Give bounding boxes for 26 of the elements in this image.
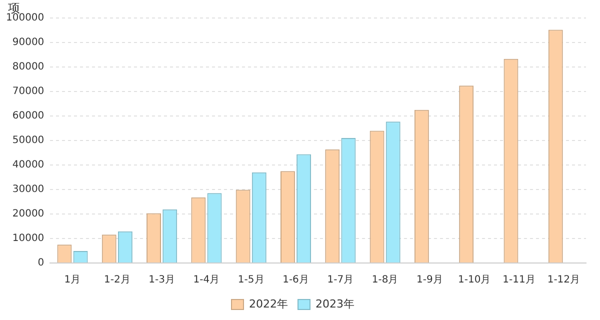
x-tick-label: 1月 bbox=[64, 274, 81, 286]
y-axis-title: 项 bbox=[8, 1, 20, 16]
y-tick-label: 50000 bbox=[12, 135, 44, 146]
y-tick-label: 80000 bbox=[12, 62, 44, 73]
x-tick-label: 1-3月 bbox=[148, 274, 175, 286]
x-tick-label: 1-12月 bbox=[547, 274, 580, 286]
x-tick-label: 1-11月 bbox=[502, 274, 536, 286]
x-tick-label: 1-2月 bbox=[104, 274, 130, 286]
x-tick-label: 1-5月 bbox=[238, 274, 264, 286]
y-tick-label: 0 bbox=[38, 258, 44, 269]
legend-label: 2023年 bbox=[316, 297, 354, 310]
y-tick-label: 100000 bbox=[6, 12, 44, 24]
y-tick-label: 40000 bbox=[12, 160, 44, 171]
x-tick-label: 1-4月 bbox=[193, 274, 220, 286]
y-tick-label: 30000 bbox=[12, 184, 44, 196]
x-tick-label: 1-6月 bbox=[282, 274, 309, 286]
y-tick-label: 70000 bbox=[12, 86, 44, 98]
x-tick-label: 1-9月 bbox=[416, 274, 443, 286]
x-tick-label: 1-7月 bbox=[327, 274, 354, 286]
x-tick-label: 1-10月 bbox=[458, 274, 491, 286]
y-tick-label: 90000 bbox=[12, 37, 44, 48]
y-tick-label: 10000 bbox=[12, 233, 44, 244]
y-tick-label: 20000 bbox=[12, 208, 44, 220]
x-tick-label: 1-8月 bbox=[372, 274, 398, 286]
legend-label: 2022年 bbox=[249, 297, 288, 310]
y-tick-label: 60000 bbox=[12, 110, 44, 122]
